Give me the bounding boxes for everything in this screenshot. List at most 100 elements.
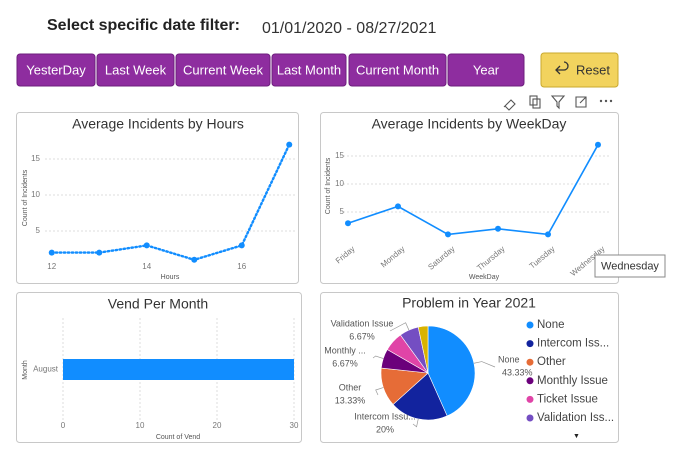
slice-label: None: [498, 354, 520, 364]
filter-button[interactable]: Year: [447, 53, 525, 87]
more-icon[interactable]: [599, 99, 613, 103]
date-range: 01/01/2020 - 08/27/2021: [262, 20, 436, 37]
leader-line: [375, 387, 384, 396]
filter-button[interactable]: Last Month: [271, 53, 347, 87]
marker: [495, 225, 501, 232]
button-bg[interactable]: [96, 53, 175, 87]
x-tick-label: 12: [47, 262, 56, 271]
y-tick-label: 5: [340, 207, 345, 216]
marker: [48, 249, 55, 256]
button-label[interactable]: Last Week: [105, 62, 167, 77]
filter-icon[interactable]: [550, 95, 566, 110]
marker: [345, 220, 351, 227]
legend-label: Ticket Issue: [537, 393, 598, 405]
reset-label[interactable]: Reset: [576, 62, 610, 77]
legend-swatch: [526, 340, 534, 348]
filter-button[interactable]: Last Week: [96, 53, 175, 87]
x-tick-label: 16: [237, 262, 246, 271]
reset-icon: [555, 61, 569, 75]
chart-title: Problem in Year 2021: [402, 295, 536, 311]
marker: [545, 231, 551, 238]
slice-label: Validation Issue: [331, 318, 394, 328]
button-bg[interactable]: [16, 53, 96, 87]
reset-button[interactable]: Reset: [540, 52, 619, 88]
legend-label: Validation Iss...: [537, 412, 614, 424]
tooltip: Wednesday: [594, 254, 666, 278]
button-label[interactable]: YesterDay: [26, 62, 86, 77]
chart-title: Vend Per Month: [108, 296, 208, 312]
x-axis-label: Hours: [161, 274, 180, 281]
marker: [191, 256, 198, 263]
legend-swatch: [526, 358, 534, 366]
y-tick-label: 5: [36, 226, 41, 235]
pie-slice: [427, 325, 476, 417]
chart-title: Average Incidents by Hours: [72, 116, 244, 132]
copy-icon-back: [532, 98, 541, 109]
x-tick-label: 0: [61, 421, 66, 430]
marker: [143, 242, 150, 249]
slice-value-label: 43.33%: [502, 367, 533, 377]
slice-value-label: 20%: [376, 424, 394, 434]
marker: [286, 141, 293, 148]
y-tick-label: August: [33, 365, 59, 374]
slice-label: Other: [339, 382, 362, 392]
filter-button[interactable]: YesterDay: [16, 53, 96, 87]
y-tick-label: 10: [335, 179, 344, 188]
pin-icon[interactable]: [503, 99, 516, 111]
y-axis-label: Month: [22, 360, 29, 380]
legend-label: Monthly Issue: [537, 375, 608, 387]
legend-label: None: [537, 319, 565, 331]
tooltip-bg: [594, 254, 666, 278]
button-label[interactable]: Year: [473, 62, 500, 77]
slice-label: Monthly ...: [324, 345, 366, 355]
focus-icon[interactable]: [575, 96, 587, 108]
button-bg[interactable]: [175, 53, 271, 87]
slice-label: Intercom Issu...: [354, 411, 416, 421]
leader-line: [389, 322, 410, 332]
filter-button[interactable]: Current Week: [175, 53, 271, 87]
filter-button[interactable]: Current Month: [348, 53, 447, 87]
tooltip-text: Wednesday: [601, 260, 659, 272]
y-tick-label: 15: [31, 154, 40, 163]
legend-label: Intercom Iss...: [537, 338, 609, 350]
line: [347, 144, 599, 236]
x-axis-label: WeekDay: [469, 274, 500, 281]
marker: [238, 242, 245, 249]
y-axis-label: Count of Incidents: [325, 157, 332, 214]
chart-title: Average Incidents by WeekDay: [372, 116, 567, 132]
button-label[interactable]: Current Month: [356, 62, 439, 77]
slice-value-label: 13.33%: [335, 395, 366, 405]
slice-value-label: 6.67%: [332, 358, 358, 368]
x-tick-label: 30: [290, 421, 299, 430]
legend-swatch: [526, 321, 534, 329]
leader-line: [372, 355, 384, 359]
marker: [595, 141, 601, 148]
legend-scroll[interactable]: ▼: [573, 433, 580, 440]
marker: [96, 249, 103, 256]
legend-swatch: [526, 377, 534, 385]
visual-toolbar: [503, 95, 613, 111]
pie-slice: [417, 325, 429, 374]
filter-title: Select specific date filter:: [47, 17, 240, 34]
panel: [16, 112, 299, 284]
panel: [320, 112, 619, 284]
button-bg[interactable]: [271, 53, 347, 87]
bar: [63, 359, 294, 380]
legend-label: Other: [537, 356, 566, 368]
legend-swatch: [526, 414, 534, 422]
button-label[interactable]: Current Week: [183, 62, 263, 77]
line: [50, 143, 291, 262]
x-tick-label: 14: [142, 262, 151, 271]
pie-slice: [392, 372, 448, 421]
button-bg[interactable]: [447, 53, 525, 87]
y-tick-label: 10: [31, 190, 40, 199]
reset-bg[interactable]: [540, 52, 619, 88]
marker: [445, 231, 451, 238]
button-bg[interactable]: [348, 53, 447, 87]
x-axis-label: Count of Vend: [156, 434, 200, 441]
button-label[interactable]: Last Month: [277, 62, 341, 77]
slice-value-label: 6.67%: [349, 331, 375, 341]
leader-line: [473, 361, 496, 368]
legend-swatch: [526, 395, 534, 403]
